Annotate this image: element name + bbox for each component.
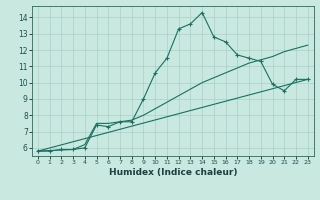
X-axis label: Humidex (Indice chaleur): Humidex (Indice chaleur) <box>108 168 237 177</box>
